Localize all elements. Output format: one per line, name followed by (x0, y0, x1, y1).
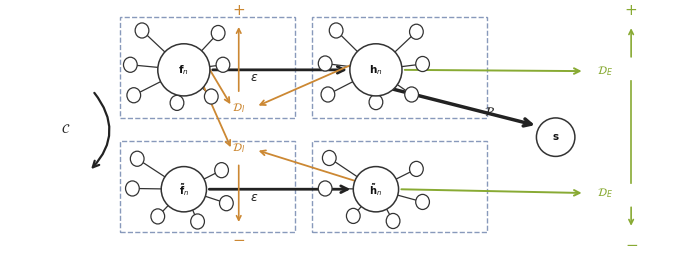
Text: $\mathcal{D}_I$: $\mathcal{D}_I$ (232, 142, 246, 155)
Text: $\mathcal{R}$: $\mathcal{R}$ (484, 106, 496, 119)
Text: +: + (625, 3, 637, 18)
FancyArrowPatch shape (629, 30, 633, 57)
Ellipse shape (151, 209, 165, 224)
Text: $\varepsilon$: $\varepsilon$ (250, 191, 258, 204)
Text: $-$: $-$ (624, 236, 638, 251)
FancyArrowPatch shape (237, 29, 241, 91)
FancyArrowPatch shape (629, 207, 633, 224)
Text: $\mathcal{C}$: $\mathcal{C}$ (61, 123, 71, 136)
Ellipse shape (211, 25, 225, 41)
Ellipse shape (318, 56, 332, 71)
Bar (312, 141, 487, 232)
Ellipse shape (410, 161, 423, 177)
Ellipse shape (321, 87, 335, 102)
Ellipse shape (536, 118, 575, 156)
Ellipse shape (353, 167, 399, 212)
Ellipse shape (410, 24, 423, 39)
FancyArrowPatch shape (93, 93, 110, 167)
Ellipse shape (346, 208, 360, 224)
Ellipse shape (215, 163, 228, 178)
Ellipse shape (216, 57, 230, 72)
FancyArrowPatch shape (204, 59, 229, 103)
Ellipse shape (416, 56, 429, 72)
Ellipse shape (161, 167, 206, 212)
Ellipse shape (416, 194, 429, 210)
FancyArrowPatch shape (260, 63, 355, 105)
Bar (312, 17, 487, 118)
Ellipse shape (191, 214, 204, 229)
Text: $\mathbf{\tilde{f}}_n$: $\mathbf{\tilde{f}}_n$ (179, 181, 189, 198)
Ellipse shape (220, 196, 233, 211)
FancyArrowPatch shape (203, 85, 230, 146)
Ellipse shape (329, 23, 343, 38)
Ellipse shape (405, 87, 418, 102)
Text: $\mathcal{D}_E$: $\mathcal{D}_E$ (597, 186, 613, 200)
Text: $-$: $-$ (232, 231, 246, 246)
Text: $\mathbf{s}$: $\mathbf{s}$ (552, 132, 560, 142)
FancyArrowPatch shape (405, 68, 580, 74)
Text: $\varepsilon$: $\varepsilon$ (250, 71, 258, 84)
Bar (120, 17, 295, 118)
FancyArrowPatch shape (209, 186, 347, 193)
Ellipse shape (369, 94, 383, 110)
Ellipse shape (158, 44, 210, 96)
Text: $\mathbf{h}_n$: $\mathbf{h}_n$ (369, 63, 383, 77)
FancyArrowPatch shape (213, 67, 344, 73)
Bar (120, 141, 295, 232)
Ellipse shape (130, 151, 144, 166)
Ellipse shape (127, 88, 141, 103)
Text: $\mathbf{\tilde{h}}_n$: $\mathbf{\tilde{h}}_n$ (370, 181, 382, 198)
Text: $\mathbf{f}_n$: $\mathbf{f}_n$ (178, 63, 189, 77)
Ellipse shape (126, 181, 139, 196)
FancyArrowPatch shape (401, 189, 580, 196)
Ellipse shape (386, 213, 400, 229)
Ellipse shape (170, 95, 184, 110)
FancyArrowPatch shape (237, 165, 241, 220)
Ellipse shape (204, 89, 218, 104)
Ellipse shape (322, 150, 336, 166)
FancyArrowPatch shape (261, 150, 357, 182)
Text: $\mathcal{D}_E$: $\mathcal{D}_E$ (597, 64, 613, 78)
Text: +: + (233, 3, 245, 18)
Ellipse shape (123, 57, 137, 72)
FancyArrowPatch shape (392, 89, 531, 126)
Ellipse shape (318, 181, 332, 196)
Ellipse shape (350, 44, 402, 96)
Text: $\mathcal{D}_I$: $\mathcal{D}_I$ (232, 101, 246, 115)
Ellipse shape (135, 23, 149, 38)
